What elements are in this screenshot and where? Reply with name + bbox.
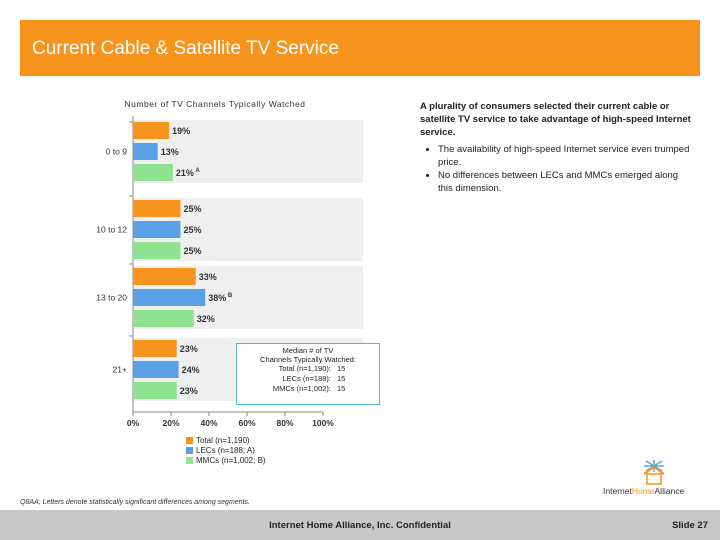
bar <box>133 361 179 378</box>
category-label: 0 to 9 <box>106 147 128 157</box>
house-logo-icon <box>643 460 665 485</box>
legend-item-lecs: LECs (n=188; A) <box>186 445 266 455</box>
median-row-value: 15 <box>337 374 346 383</box>
legend-label-mmcs: MMCs (n=1,002; B) <box>196 455 266 465</box>
legend-swatch-lecs <box>186 446 193 454</box>
bar <box>133 143 158 160</box>
legend-swatch-mmcs <box>186 456 193 464</box>
data-label: 33% <box>199 272 217 282</box>
bar <box>133 289 206 306</box>
x-tick-label: 80% <box>276 418 293 428</box>
commentary: A plurality of consumers selected their … <box>420 100 695 195</box>
chart-title: Number of TV Channels Typically Watched <box>124 99 306 109</box>
commentary-bullet: The availability of high-speed Internet … <box>438 143 695 169</box>
commentary-bullet: No differences between LECs and MMCs eme… <box>438 169 695 195</box>
data-label: 24% <box>182 365 200 375</box>
data-label: 38% B <box>208 293 233 303</box>
x-tick-label: 60% <box>238 418 255 428</box>
bar <box>133 382 177 399</box>
median-heading-1: Median # of TV <box>282 346 334 355</box>
page-title: Current Cable & Satellite TV Service <box>32 38 339 59</box>
data-label: 25% <box>184 204 202 214</box>
bar <box>133 122 170 139</box>
confidential-notice: Internet Home Alliance, Inc. Confidentia… <box>269 520 451 531</box>
median-row: LECs (n=188): 15 <box>237 374 379 384</box>
data-label: 21% A <box>176 168 200 178</box>
x-tick-label: 40% <box>200 418 217 428</box>
median-heading-2: Channels Typically Watched: <box>260 355 356 364</box>
title-bar: Current Cable & Satellite TV Service <box>20 20 700 76</box>
bar <box>133 310 194 327</box>
bar <box>133 242 181 259</box>
footnote: Q8AA; Letters denote statistically signi… <box>20 499 250 506</box>
median-row-label: LECs (n=188): <box>282 374 331 383</box>
commentary-headline: A plurality of consumers selected their … <box>420 101 691 138</box>
x-tick-label: 100% <box>312 418 334 428</box>
logo-word-3: Alliance <box>654 486 685 496</box>
bar <box>133 221 181 238</box>
data-label: 25% <box>184 246 202 256</box>
x-tick-label: 0% <box>127 418 140 428</box>
category-label: 10 to 12 <box>96 225 127 235</box>
footer-bar: Internet Home Alliance, Inc. Confidentia… <box>0 510 720 540</box>
bar <box>133 164 173 181</box>
bar <box>133 340 177 357</box>
legend-label-total: Total (n=1,190) <box>196 435 250 445</box>
logo-wordmark: InternetHomeAlliance <box>603 486 684 496</box>
median-row-label: MMCs (n=1,002): <box>272 384 331 393</box>
commentary-bullets: The availability of high-speed Internet … <box>420 143 695 195</box>
median-box: Median # of TV Channels Typically Watche… <box>236 343 380 405</box>
legend-item-mmcs: MMCs (n=1,002; B) <box>186 455 266 465</box>
legend-label-lecs: LECs (n=188; A) <box>196 445 255 455</box>
data-label: 23% <box>180 344 198 354</box>
chart-legend: Total (n=1,190) LECs (n=188; A) MMCs (n=… <box>186 435 266 465</box>
bar <box>133 268 196 285</box>
x-tick-label: 20% <box>162 418 179 428</box>
median-row-value: 15 <box>337 384 346 393</box>
median-row: Total (n=1,190): 15 <box>237 364 379 374</box>
slide-number: Slide 27 <box>672 520 708 531</box>
data-label: 19% <box>172 126 190 136</box>
category-label: 13 to 20 <box>96 293 127 303</box>
logo-word-1: Internet <box>603 486 632 496</box>
legend-item-total: Total (n=1,190) <box>186 435 266 445</box>
median-row-label: Total (n=1,190): <box>278 364 331 373</box>
data-label: 32% <box>197 314 215 324</box>
significance-letter: B <box>226 293 233 299</box>
category-label: 21+ <box>113 365 127 375</box>
data-label: 25% <box>184 225 202 235</box>
data-label: 13% <box>161 147 179 157</box>
logo-word-2: Home <box>631 486 655 496</box>
median-row: MMCs (n=1,002): 15 <box>237 384 379 394</box>
company-logo: InternetHomeAlliance <box>603 458 703 498</box>
significance-letter: A <box>194 168 200 174</box>
legend-swatch-total <box>186 436 193 444</box>
median-row-value: 15 <box>337 364 346 373</box>
data-label: 23% <box>180 386 198 396</box>
bar <box>133 200 181 217</box>
